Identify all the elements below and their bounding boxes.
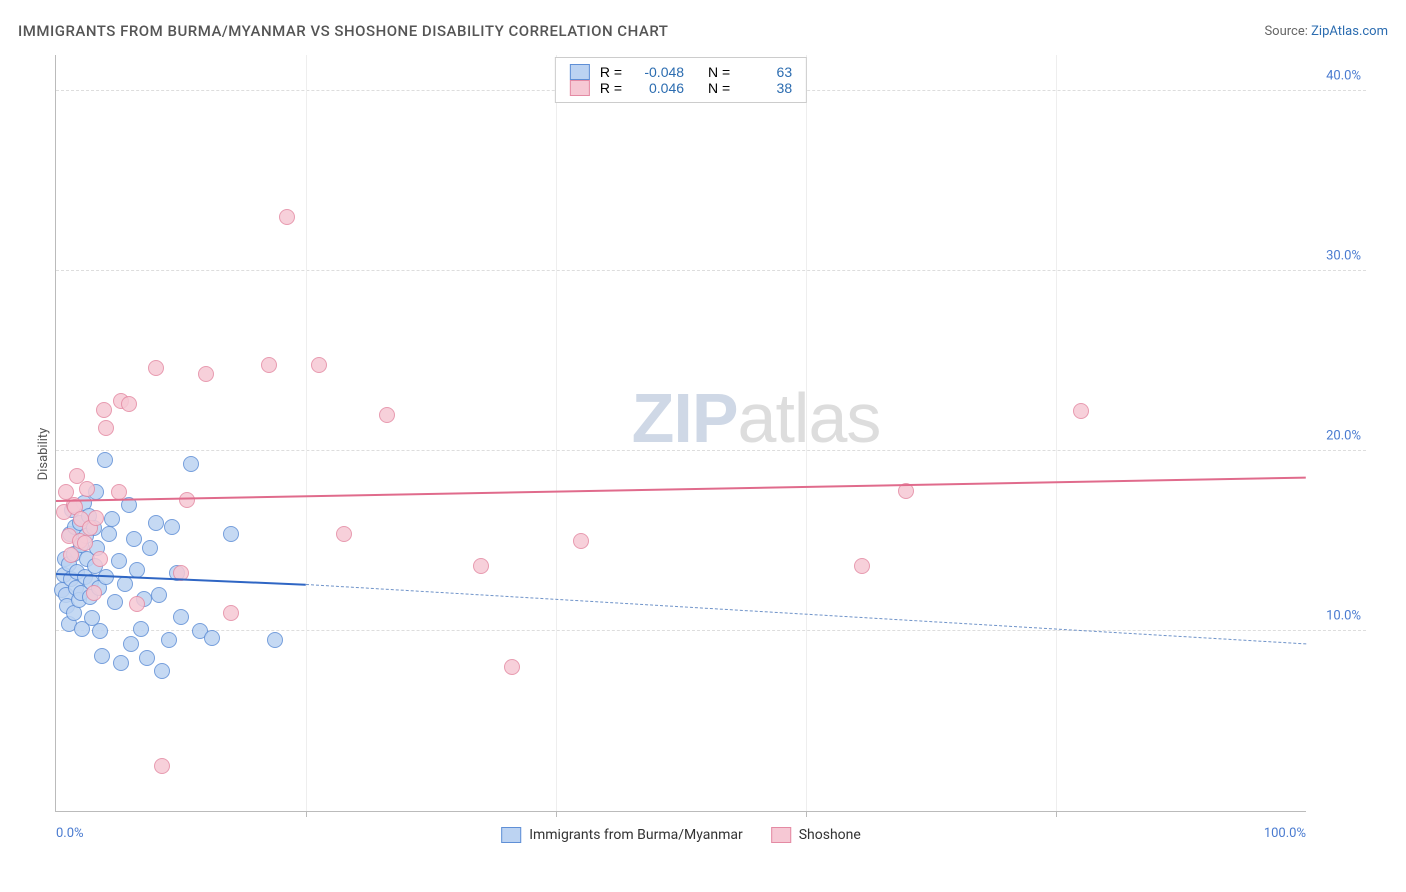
scatter-point	[63, 547, 79, 563]
legend-r-value-a: -0.048	[632, 64, 684, 80]
gridline-v	[806, 55, 807, 811]
legend-n-label: N =	[708, 80, 730, 96]
scatter-point	[97, 452, 113, 468]
scatter-point	[88, 510, 104, 526]
correlation-legend: R = -0.048 N = 63 R = 0.046 N = 38	[555, 57, 807, 103]
legend-row-series-a: R = -0.048 N = 63	[570, 64, 792, 80]
source-link[interactable]: ZipAtlas.com	[1311, 24, 1388, 39]
scatter-point	[379, 407, 395, 423]
series-legend: Immigrants from Burma/Myanmar Shoshone	[501, 827, 861, 843]
legend-swatch-series-a	[570, 64, 590, 80]
legend-n-value-b: 38	[740, 80, 792, 96]
gridline-v	[306, 55, 307, 811]
scatter-point	[473, 558, 489, 574]
scatter-point	[183, 456, 199, 472]
source-attribution: Source: ZipAtlas.com	[1264, 24, 1388, 39]
scatter-point	[261, 357, 277, 373]
ytick-label: 20.0%	[1326, 429, 1361, 444]
scatter-point	[223, 605, 239, 621]
scatter-point	[86, 585, 102, 601]
gridline-v	[1056, 55, 1057, 811]
scatter-point	[148, 360, 164, 376]
watermark-bold: ZIP	[632, 379, 738, 457]
scatter-point	[111, 553, 127, 569]
trend-line	[56, 476, 1306, 501]
legend-swatch-a	[501, 827, 521, 843]
chart-header: IMMIGRANTS FROM BURMA/MYANMAR VS SHOSHON…	[18, 22, 1388, 40]
legend-label-b: Shoshone	[799, 827, 861, 843]
xtick-label: 100.0%	[1264, 826, 1306, 841]
legend-n-label: N =	[708, 64, 730, 80]
scatter-point	[504, 659, 520, 675]
scatter-point	[173, 609, 189, 625]
ytick-label: 30.0%	[1326, 249, 1361, 264]
scatter-point	[854, 558, 870, 574]
scatter-point	[154, 758, 170, 774]
scatter-point	[154, 663, 170, 679]
scatter-point	[279, 209, 295, 225]
scatter-point	[204, 630, 220, 646]
legend-item-series-a: Immigrants from Burma/Myanmar	[501, 827, 743, 843]
scatter-point	[573, 533, 589, 549]
scatter-point	[117, 576, 133, 592]
legend-r-label: R =	[600, 80, 622, 96]
scatter-plot: ZIPatlas R = -0.048 N = 63 R = 0.046 N =…	[55, 55, 1306, 812]
legend-n-value-a: 63	[740, 64, 792, 80]
ytick-label: 10.0%	[1326, 609, 1361, 624]
xtick	[306, 811, 307, 817]
legend-r-value-b: 0.046	[632, 80, 684, 96]
scatter-point	[311, 357, 327, 373]
scatter-point	[98, 420, 114, 436]
scatter-point	[336, 526, 352, 542]
gridline-h	[56, 630, 1366, 631]
legend-label-a: Immigrants from Burma/Myanmar	[529, 827, 743, 843]
xtick	[556, 811, 557, 817]
source-label: Source:	[1264, 24, 1307, 39]
scatter-point	[96, 402, 112, 418]
scatter-point	[104, 511, 120, 527]
scatter-point	[94, 648, 110, 664]
legend-row-series-b: R = 0.046 N = 38	[570, 80, 792, 96]
gridline-h	[56, 270, 1366, 271]
scatter-point	[148, 515, 164, 531]
ytick-label: 40.0%	[1326, 69, 1361, 84]
scatter-point	[92, 551, 108, 567]
gridline-v	[556, 55, 557, 811]
scatter-point	[151, 587, 167, 603]
legend-r-label: R =	[600, 64, 622, 80]
legend-swatch-b	[771, 827, 791, 843]
scatter-point	[123, 636, 139, 652]
gridline-h	[56, 450, 1366, 451]
scatter-point	[223, 526, 239, 542]
scatter-point	[267, 632, 283, 648]
scatter-point	[107, 594, 123, 610]
scatter-point	[101, 526, 117, 542]
y-axis-label: Disability	[36, 427, 51, 480]
scatter-point	[79, 481, 95, 497]
legend-swatch-series-b	[570, 80, 590, 96]
xtick	[1056, 811, 1057, 817]
scatter-point	[133, 621, 149, 637]
chart-area: Disability ZIPatlas R = -0.048 N = 63 R …	[45, 55, 1366, 852]
scatter-point	[139, 650, 155, 666]
scatter-point	[161, 632, 177, 648]
legend-item-series-b: Shoshone	[771, 827, 861, 843]
scatter-point	[142, 540, 158, 556]
scatter-point	[121, 396, 137, 412]
scatter-point	[1073, 403, 1089, 419]
xtick	[806, 811, 807, 817]
watermark-light: atlas	[738, 379, 881, 457]
chart-title: IMMIGRANTS FROM BURMA/MYANMAR VS SHOSHON…	[18, 22, 668, 40]
xtick-label: 0.0%	[56, 826, 84, 841]
scatter-point	[113, 655, 129, 671]
scatter-point	[92, 623, 108, 639]
watermark: ZIPatlas	[632, 378, 881, 458]
scatter-point	[164, 519, 180, 535]
scatter-point	[198, 366, 214, 382]
scatter-point	[126, 531, 142, 547]
scatter-point	[77, 535, 93, 551]
scatter-point	[129, 596, 145, 612]
